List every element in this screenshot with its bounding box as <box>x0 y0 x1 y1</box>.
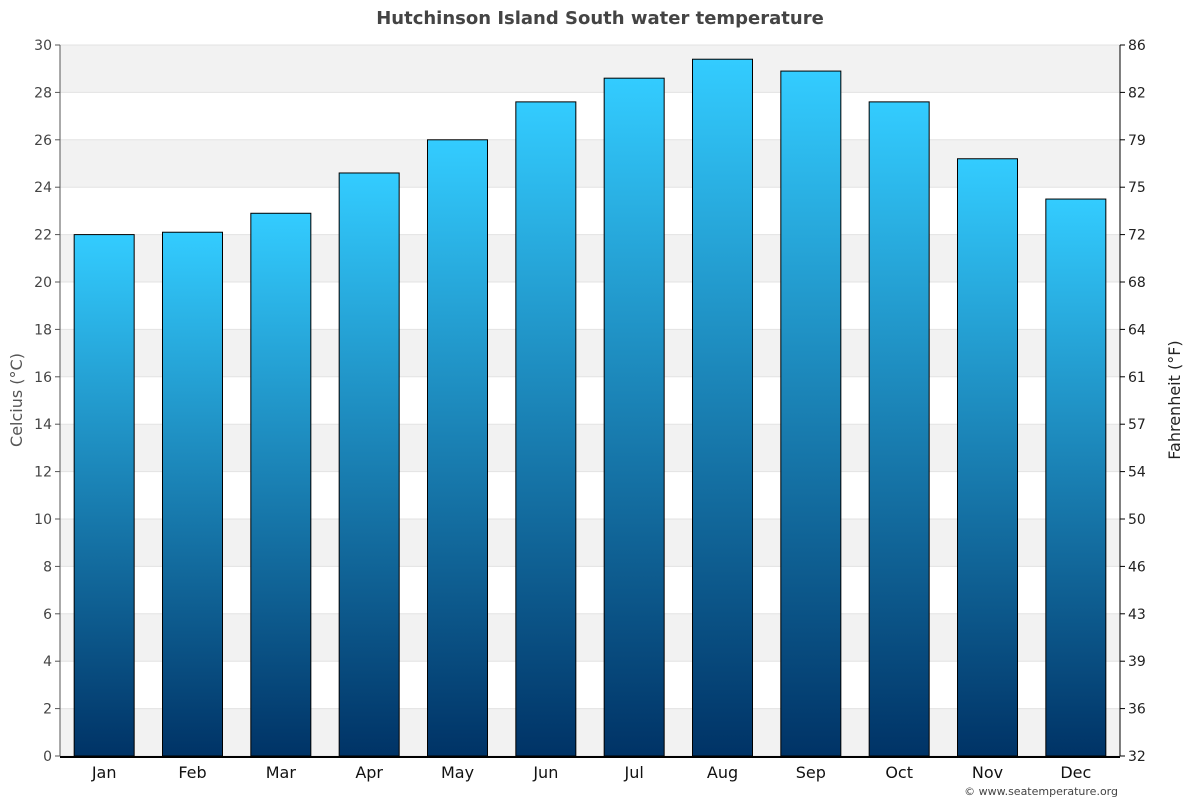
x-tick-label: May <box>441 763 474 782</box>
y-tick-label-left: 0 <box>43 749 52 765</box>
y-tick-label-left: 30 <box>34 38 52 54</box>
grid-band <box>60 613 1120 662</box>
y-tick-label-right: 43 <box>1128 607 1146 623</box>
x-tick-label: Apr <box>355 763 383 782</box>
y-tick-label-left: 10 <box>34 512 52 528</box>
y-tick-label-left: 8 <box>43 559 52 575</box>
x-tick-label: Nov <box>972 763 1003 782</box>
x-tick-label: Jul <box>624 763 644 782</box>
credit-text: © www.seatemperature.org <box>964 785 1118 798</box>
y-tick-label-right: 75 <box>1128 180 1146 196</box>
bar-sep <box>780 70 842 757</box>
bar-jan <box>73 234 135 757</box>
y-tick-label-left: 2 <box>43 702 52 718</box>
x-tick-label: Sep <box>796 763 826 782</box>
y-tick-label-left: 6 <box>43 607 52 623</box>
y-tick-label-right: 68 <box>1128 275 1146 291</box>
chart-title: Hutchinson Island South water temperatur… <box>376 8 824 29</box>
bars <box>73 58 1107 757</box>
grid-band <box>60 45 1120 93</box>
x-tick-label: Jan <box>91 763 117 782</box>
grid-bands <box>60 45 1120 756</box>
y-tick-label-right: 39 <box>1128 654 1146 670</box>
y-tick-label-left: 14 <box>34 417 52 433</box>
y-tick-label-left: 16 <box>34 370 52 386</box>
bar-nov <box>957 158 1018 757</box>
x-tick-label: Feb <box>178 763 206 782</box>
y-tick-label-left: 4 <box>43 654 52 670</box>
bar-jul <box>603 77 665 757</box>
y-tick-label-right: 57 <box>1128 417 1146 433</box>
x-tick-label: Aug <box>707 763 738 782</box>
y-tick-label-right: 46 <box>1128 559 1146 575</box>
x-tick-label: Oct <box>885 763 913 782</box>
grid-band <box>60 139 1120 188</box>
grid-band <box>60 234 1120 282</box>
bar-jun <box>515 101 577 757</box>
y-tick-label-left: 26 <box>34 133 52 149</box>
bar-apr <box>338 172 400 757</box>
y-tick-label-right: 82 <box>1128 85 1146 101</box>
y-tick-label-right: 32 <box>1128 749 1146 765</box>
y-tick-label-left: 20 <box>34 275 52 291</box>
grid-band <box>60 708 1120 756</box>
y-tick-label-right: 79 <box>1128 133 1146 149</box>
y-axis-label-left: Celcius (°C) <box>7 353 26 447</box>
y-ticks-right: 32 36 39 43 46 50 54 57 61 64 68 72 75 79 82 86 <box>1120 38 1146 765</box>
y-tick-label-right: 72 <box>1128 228 1146 244</box>
y-tick-label-left: 12 <box>34 465 52 481</box>
x-tick-label: Dec <box>1060 763 1091 782</box>
y-tick-label-right: 50 <box>1128 512 1146 528</box>
y-tick-label-right: 36 <box>1128 702 1146 718</box>
bar-aug <box>692 58 753 757</box>
x-tick-label: Mar <box>266 763 297 782</box>
x-ticks: Jan Feb Mar Apr May Jun Jul Aug Sep Oct Nov Dec <box>91 763 1091 782</box>
y-tick-label-right: 54 <box>1128 465 1146 481</box>
y-tick-label-left: 24 <box>34 180 52 196</box>
grid-band <box>60 519 1120 567</box>
y-tick-label-right: 61 <box>1128 370 1146 386</box>
axes <box>59 45 1121 758</box>
y-tick-label-left: 22 <box>34 228 52 244</box>
grid-band <box>60 424 1120 472</box>
bar-dec <box>1045 198 1107 757</box>
y-tick-label-left: 18 <box>34 322 52 338</box>
y-tick-label-left: 28 <box>34 85 52 101</box>
x-tick-label: Jun <box>532 763 558 782</box>
bar-oct <box>868 101 930 757</box>
bar-mar <box>250 212 312 757</box>
y-tick-label-right: 64 <box>1128 322 1146 338</box>
bar-may <box>427 139 488 757</box>
y-axis-label-right: Fahrenheit (°F) <box>1165 340 1184 459</box>
y-tick-label-right: 86 <box>1128 38 1146 54</box>
grid-band <box>60 329 1120 377</box>
bar-feb <box>162 231 223 757</box>
